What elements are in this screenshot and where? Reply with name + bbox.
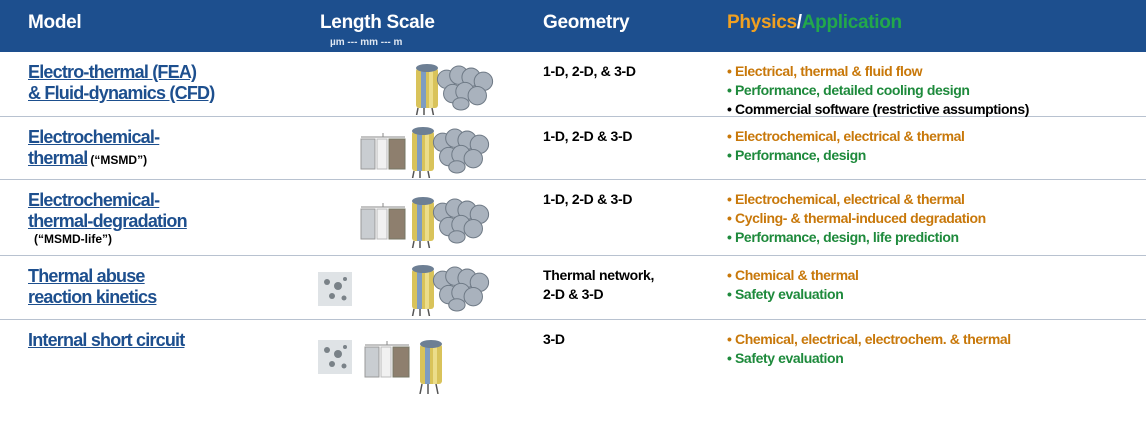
geometry-line: 1-D, 2-D & 3-D (543, 128, 633, 144)
physics-item: • Electrochemical, electrical & thermal (727, 128, 965, 144)
physics-item: • Performance, detailed cooling design (727, 82, 970, 98)
geometry-line: 1-D, 2-D, & 3-D (543, 63, 636, 79)
model-name: & Fluid-dynamics (CFD) (28, 83, 215, 103)
geometry-cell: 1-D, 2-D & 3-D (543, 127, 632, 146)
header-application: Application (801, 12, 902, 33)
header-length-scale: Length Scale (320, 12, 435, 33)
table-row: Internal short circuit 3-D • Chemical, ele… (0, 320, 1146, 437)
model-cell: Electro-thermal (FEA) & Fluid-dynamics (C… (28, 62, 215, 104)
physics-item: • Safety evaluation (727, 286, 844, 302)
model-cell: Thermal abuse reaction kinetics (28, 266, 157, 308)
model-line: & Fluid-dynamics (CFD) (28, 83, 215, 104)
row-icons (318, 264, 490, 316)
header-physics: Physics (727, 12, 797, 33)
model-line: reaction kinetics (28, 287, 157, 308)
header-slash: / (796, 12, 802, 33)
geometry-line: 3-D (543, 331, 565, 347)
geometry-cell: 1-D, 2-D, & 3-D (543, 62, 636, 81)
model-name: thermal-degradation (28, 211, 188, 231)
physics-item: • Safety evaluation (727, 350, 844, 366)
model-name: Internal short circuit (28, 330, 185, 350)
header-model: Model (28, 12, 82, 33)
model-name: reaction kinetics (28, 287, 157, 307)
table-row: Electro-thermal (FEA) & Fluid-dynamics (C… (0, 52, 1146, 117)
model-name: Thermal abuse (28, 266, 145, 286)
table-row: Thermal abuse reaction kinetics Thermal ne… (0, 256, 1146, 320)
table-row: Electrochemical-thermal (“MSMD”) 1-D, 2-D … (0, 117, 1146, 180)
model-note: (“MSMD”) (90, 153, 148, 167)
model-name: thermal (28, 148, 88, 168)
model-line: Internal short circuit (28, 330, 185, 351)
model-line: Electrochemical- (28, 127, 160, 148)
physics-item: • Electrical, thermal & fluid flow (727, 63, 923, 79)
geometry-cell: 3-D (543, 330, 565, 349)
physics-item: • Chemical & thermal (727, 267, 859, 283)
geometry-line: 1-D, 2-D & 3-D (543, 191, 633, 207)
row-icons (415, 63, 494, 115)
physics-item: • Cycling- & thermal-induced degradation (727, 210, 986, 226)
model-cell: Electrochemical-thermal-degradation (“MSM… (28, 190, 188, 247)
physics-cell: • Electrochemical, electrical & thermal •… (727, 190, 986, 247)
header-length-scale-sub: µm --- mm --- m (330, 37, 403, 48)
model-line: Electro-thermal (FEA) (28, 62, 214, 83)
physics-cell: • Chemical, electrical, electrochem. & t… (727, 330, 1011, 368)
model-name: Electrochemical- (28, 127, 160, 147)
physics-item: • Performance, design, life prediction (727, 229, 959, 245)
geometry-line: 2-D & 3-D (543, 286, 604, 302)
model-name: Electrochemical- (28, 190, 160, 210)
model-line: Thermal abuse (28, 266, 156, 287)
row-icons (360, 126, 490, 178)
geometry-cell: 1-D, 2-D & 3-D (543, 190, 632, 209)
geometry-cell: Thermal network, 2-D & 3-D (543, 266, 654, 304)
table-row: Electrochemical-thermal-degradation (“MSM… (0, 180, 1146, 256)
model-cell: Electrochemical-thermal (“MSMD”) (28, 127, 160, 171)
physics-item: • Chemical, electrical, electrochem. & t… (727, 331, 1011, 347)
physics-item: • Electrochemical, electrical & thermal (727, 191, 965, 207)
model-name: Electro-thermal (FEA) (28, 62, 197, 82)
model-line: thermal (“MSMD”) (28, 148, 159, 171)
row-icons (360, 196, 490, 248)
model-line: Electrochemical- (28, 190, 187, 211)
model-note: (“MSMD-life”) (34, 232, 112, 246)
header-physics-application: Physics/Application (727, 12, 902, 34)
model-line: thermal-degradation (28, 211, 188, 232)
physics-cell: • Electrical, thermal & fluid flow • Perf… (727, 62, 1029, 119)
physics-cell: • Chemical & thermal • Safety evaluation (727, 266, 859, 304)
physics-cell: • Electrochemical, electrical & thermal •… (727, 127, 965, 165)
physics-item: • Commercial software (restrictive assum… (727, 101, 1029, 117)
header-geometry: Geometry (543, 12, 630, 33)
geometry-line: Thermal network, (543, 267, 655, 283)
physics-item: • Performance, design (727, 147, 866, 163)
model-cell: Internal short circuit (28, 330, 185, 351)
header-bar: Model Length Scale µm --- mm --- m Geome… (0, 0, 1146, 52)
row-icons (318, 339, 443, 394)
